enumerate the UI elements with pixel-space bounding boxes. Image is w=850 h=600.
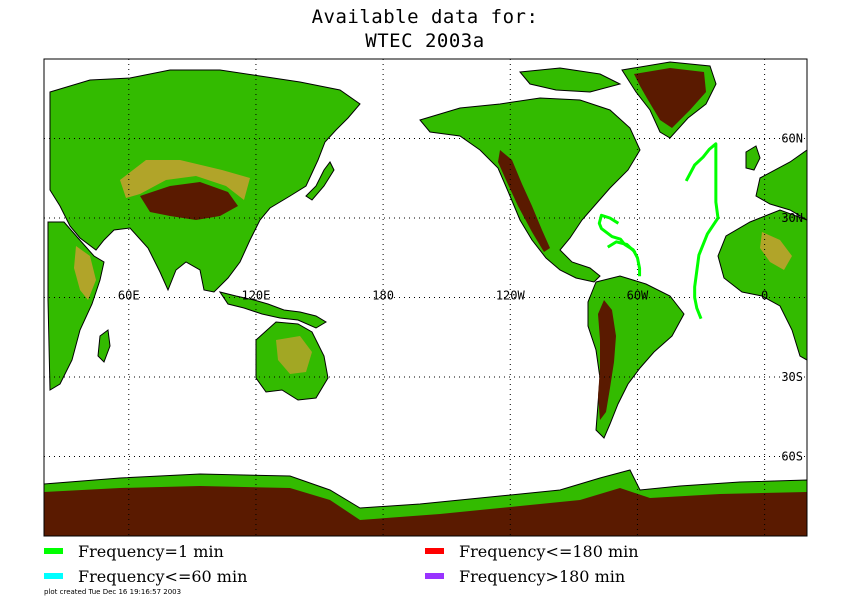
legend-swatch-over180min xyxy=(425,573,444,579)
land-arctic-islands xyxy=(519,67,622,93)
lon-label-0: 60E xyxy=(118,289,140,303)
map-frame xyxy=(43,58,808,537)
land-japan xyxy=(305,161,335,201)
lat-label-2: 30S xyxy=(781,370,803,384)
legend-label-over180min: Frequency>180 min xyxy=(459,566,626,586)
lon-label-2: 180 xyxy=(372,289,394,303)
terrain-asia-highlands xyxy=(120,160,250,200)
land-europe-west xyxy=(755,149,807,221)
graticule xyxy=(44,59,807,536)
lon-label-4: 60W xyxy=(627,289,649,303)
legend-item-180min: Frequency<=180 min xyxy=(425,541,639,561)
terrain-tibet xyxy=(140,182,238,220)
legend-item-over180min: Frequency>180 min xyxy=(425,566,625,586)
lat-label-0: 60N xyxy=(781,132,803,146)
terrain-antarctica-ice xyxy=(44,486,807,536)
ship-track-gulf xyxy=(597,213,642,277)
map-title: Available data for: xyxy=(311,6,539,28)
legend-label-180min: Frequency<=180 min xyxy=(459,541,639,561)
plot-timestamp: plot created Tue Dec 16 19:16:57 2003 xyxy=(44,588,182,596)
ship-track-layer xyxy=(597,142,720,320)
terrain-layer xyxy=(44,68,807,536)
map-subtitle: WTEC 2003a xyxy=(365,30,485,52)
legend-swatch-60min xyxy=(44,573,63,579)
land-indonesia xyxy=(218,291,327,329)
lon-label-5: 0 xyxy=(761,289,768,303)
terrain-africa-west xyxy=(760,232,792,270)
lon-label-3: 120W xyxy=(496,289,526,303)
lat-label-3: 60S xyxy=(781,450,803,464)
terrain-andes xyxy=(598,300,616,420)
legend-label-1min: Frequency=1 min xyxy=(78,541,224,561)
legend-label-60min: Frequency<=60 min xyxy=(78,566,248,586)
lat-label-1: 30N xyxy=(781,211,803,225)
terrain-africa-highlands xyxy=(74,246,96,300)
coordinate-labels: 60E 120E 180 120W 60W 0 60N 30N 30S 60S xyxy=(118,132,803,464)
land-eurasia xyxy=(49,69,361,293)
land-madagascar xyxy=(97,329,111,363)
world-map: 60E 120E 180 120W 60W 0 60N 30N 30S 60S xyxy=(43,58,808,537)
terrain-australia xyxy=(276,336,312,374)
legend-item-60min: Frequency<=60 min xyxy=(44,566,247,586)
legend-item-1min: Frequency=1 min xyxy=(44,541,224,561)
terrain-greenland-ice xyxy=(634,68,706,128)
ship-track-caribbean xyxy=(606,240,637,254)
legend-swatch-180min xyxy=(425,548,444,554)
ship-track-atlantic xyxy=(684,142,720,320)
land-north-america xyxy=(419,97,641,283)
terrain-rockies xyxy=(498,150,550,252)
lon-label-1: 120E xyxy=(241,289,270,303)
land-britain xyxy=(745,145,761,171)
legend-swatch-1min xyxy=(44,548,63,554)
